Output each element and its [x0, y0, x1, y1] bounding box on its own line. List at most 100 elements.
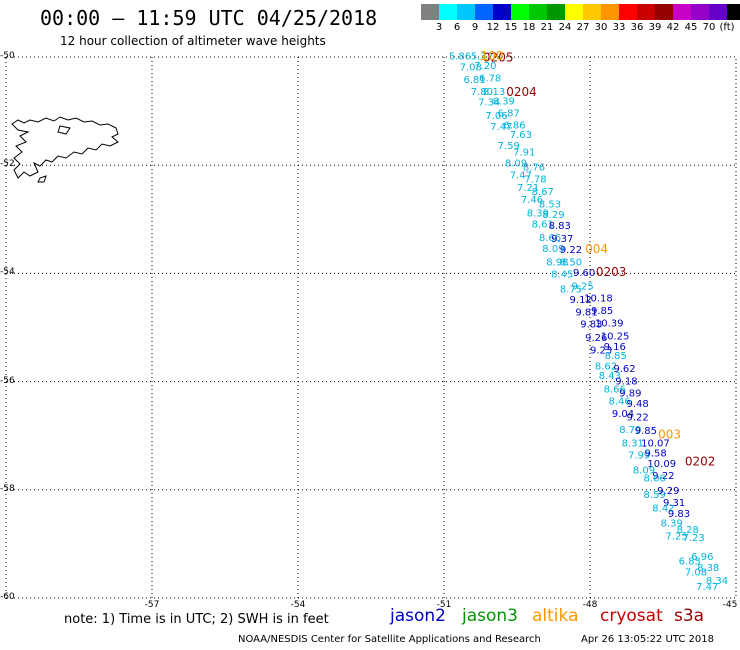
wave-height-value: 6.85: [679, 556, 701, 567]
wave-height-value: 8.62: [595, 362, 617, 373]
legend-tick-label: 9: [471, 22, 479, 33]
legend-swatch: [475, 4, 493, 20]
wave-height-value: 8.39: [661, 519, 683, 530]
wave-height-value: 9.85: [591, 306, 613, 317]
legend-tick-label: 36: [630, 22, 644, 33]
wave-height-value: 8.76: [523, 163, 545, 174]
legend-tick-label: 6: [453, 22, 461, 33]
wave-height-value: 8.66: [539, 233, 561, 244]
wave-height-value: 10.25: [601, 331, 630, 342]
color-legend: [421, 4, 740, 20]
wave-height-value: 9.25: [572, 282, 594, 293]
longitude-label: -57: [144, 600, 160, 610]
wave-height-value: 6.96: [691, 552, 713, 563]
wave-height-value: 8.50: [560, 257, 582, 268]
wave-height-value: 7.25: [665, 532, 687, 543]
wave-height-value: 9.83: [668, 509, 690, 520]
wave-height-value: 7.08: [460, 63, 482, 74]
falkland-islands-coastline: [11, 116, 119, 183]
wave-height-value: 9.31: [663, 498, 685, 509]
color-legend-ticks: 3 6 9 12 15 18 21 24 27 30 33 36 39 42 45 70 (ft): [421, 22, 740, 36]
legend-tick-label: 42: [666, 22, 680, 33]
wave-height-value: 9.22: [560, 245, 582, 256]
wave-height-value: 9.12: [570, 295, 592, 306]
wave-height-value: 9.29: [657, 486, 679, 497]
satellite-jason2: jason2: [390, 606, 446, 626]
wave-height-value: 7.21: [517, 183, 539, 194]
wave-height-value: 6.87: [498, 109, 520, 120]
wave-height-value: 8.83: [549, 221, 571, 232]
wave-height-value: 7.08: [685, 567, 707, 578]
observation-labels: 5.86 5.327.087.206.816.787.808.137.348.39…: [449, 52, 728, 593]
wave-height-value: 8.75: [560, 284, 582, 295]
time-label: 003: [658, 427, 681, 441]
legend-swatch: [511, 4, 529, 20]
legend-tick-label: 3: [435, 22, 443, 33]
wave-height-value: 9.23: [590, 345, 612, 356]
wave-height-value: 8.38: [697, 563, 719, 574]
wave-height-value: 7.99: [628, 450, 650, 461]
wave-height-value: 8.09: [633, 466, 655, 477]
wave-height-value: 7.59: [498, 141, 520, 152]
map-frame: [5, 56, 737, 599]
wave-height-value: 10.39: [595, 318, 624, 329]
wave-height-value: 9.26: [585, 333, 607, 344]
wave-height-value: 7.34: [478, 98, 500, 109]
wave-height-value: 6.86: [503, 120, 525, 131]
longitude-label: -51: [436, 600, 452, 610]
credit-text: NOAA/NESDIS Center for Satellite Applica…: [238, 634, 541, 645]
wave-height-value: 7.46: [521, 195, 543, 206]
timestamp-text: Apr 26 13:05:22 UTC 2018: [581, 634, 714, 645]
wave-height-value: 9.85: [635, 426, 657, 437]
longitude-label: -48: [582, 600, 598, 610]
wave-height-value: 7.23: [682, 533, 704, 544]
wave-height-value: 8.53: [539, 199, 561, 210]
wave-height-value: 9.58: [645, 448, 667, 459]
wave-height-value: 6.81: [463, 75, 485, 86]
wave-height-value: 8.85: [605, 351, 627, 362]
wave-height-value: 8.42: [652, 503, 674, 514]
wave-height-value: 9.16: [604, 342, 626, 353]
legend-swatch: [637, 4, 655, 20]
wave-height-value: 5.32: [471, 52, 493, 63]
wave-height-value: 8.43: [599, 371, 621, 382]
wave-height-value: 9.62: [613, 364, 635, 375]
note-text: note: 1) Time is in UTC; 2) SWH is in fe…: [64, 612, 329, 627]
wave-height-value: 8.34: [706, 576, 728, 587]
wave-height-value: 8.29: [542, 210, 564, 221]
wave-height-value: 9.60: [573, 268, 595, 279]
wave-height-value: 8.59: [644, 490, 666, 501]
time-label: 004: [585, 242, 608, 256]
latitude-label: -50: [0, 51, 15, 61]
page-subtitle: 12 hour collection of altimeter wave hei…: [60, 34, 326, 48]
legend-tick-label: (ft): [719, 22, 735, 33]
wave-height-value: 8.79: [619, 425, 641, 436]
time-labels: 0205 0204 004 0203 003 0202 100: [481, 49, 716, 468]
falkland-islands-shape: [11, 116, 119, 183]
wave-height-value: 8.46: [608, 396, 630, 407]
legend-swatch: [457, 4, 475, 20]
wave-height-value: 9.37: [551, 234, 573, 245]
wave-height-value: 9.48: [627, 399, 649, 410]
legend-tick-label: 18: [522, 22, 536, 33]
legend-tick-label: 45: [684, 22, 698, 33]
map-grid: [5, 56, 737, 599]
wave-height-value: 8.13: [483, 87, 505, 98]
page-title: 00:00 – 11:59 UTC 04/25/2018: [40, 6, 378, 30]
legend-tick-label: 39: [648, 22, 662, 33]
wave-height-value: 8.39: [527, 209, 549, 220]
wave-height-value: 8.28: [677, 525, 699, 536]
longitude-label: -45: [722, 600, 738, 610]
legend-swatch: [673, 4, 691, 20]
legend-tick-label: 15: [504, 22, 518, 33]
legend-swatch: [547, 4, 565, 20]
wave-height-value: 7.47: [510, 171, 532, 182]
wave-height-value: 8.39: [493, 97, 515, 108]
satellite-s3a: s3a: [674, 606, 705, 626]
wave-height-value: 8.09: [505, 158, 527, 169]
wave-height-value: 8.98: [546, 257, 568, 268]
wave-height-value: 8.31: [622, 439, 644, 450]
wave-height-value: 9.04: [612, 409, 634, 420]
